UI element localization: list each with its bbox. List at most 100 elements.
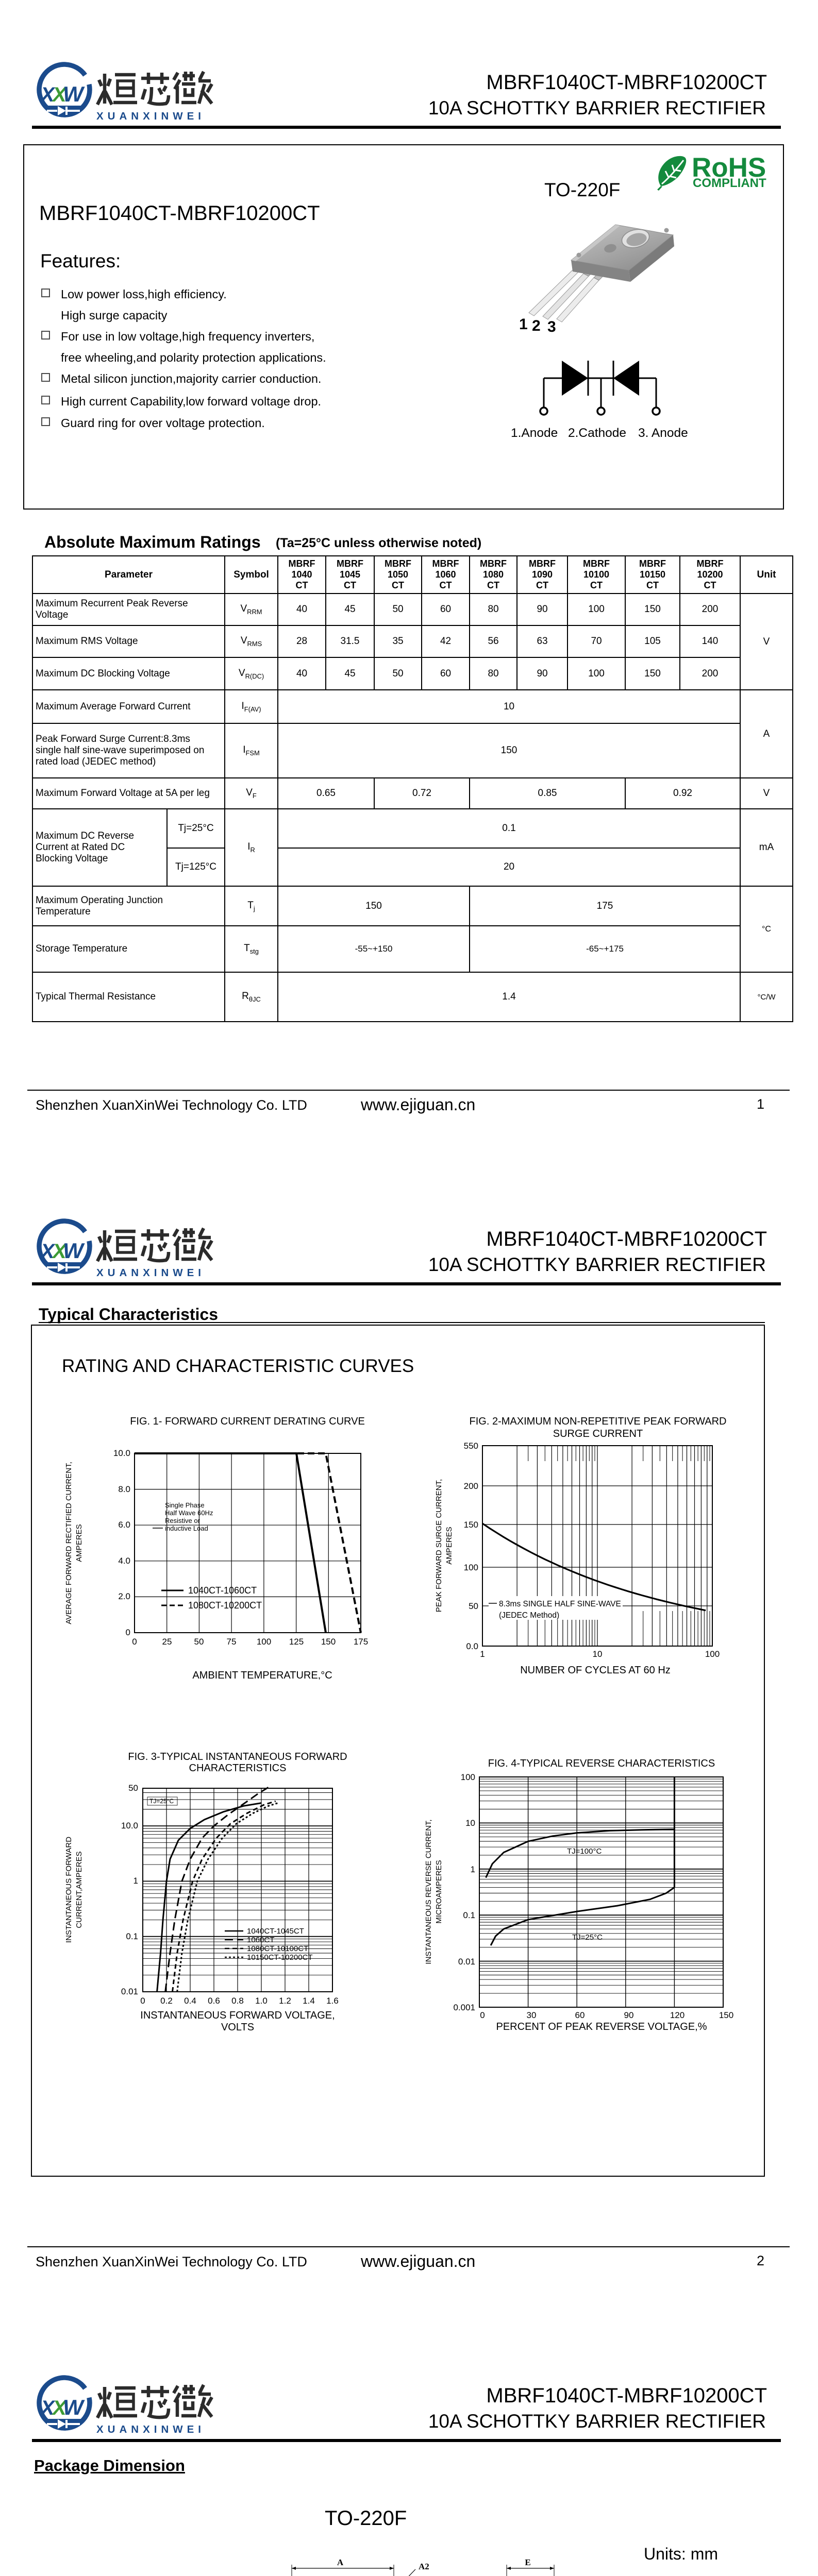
svg-text:PEAK FORWARD SURGE CURRENT,: PEAK FORWARD SURGE CURRENT, bbox=[435, 1479, 443, 1612]
svg-text:100: 100 bbox=[464, 1563, 478, 1572]
svg-text:90: 90 bbox=[624, 2010, 634, 2020]
svg-text:120: 120 bbox=[670, 2010, 685, 2020]
svg-text:1.6: 1.6 bbox=[326, 1996, 339, 2006]
svg-text:A: A bbox=[337, 2557, 344, 2567]
svg-text:VOLTS: VOLTS bbox=[221, 2022, 254, 2033]
svg-text:AVERAGE FORWARD RECTIFIED CURR: AVERAGE FORWARD RECTIFIED CURRENT, bbox=[64, 1462, 73, 1624]
svg-text:(JEDEC Method): (JEDEC Method) bbox=[499, 1611, 559, 1620]
svg-text:550: 550 bbox=[464, 1441, 478, 1451]
svg-text:X: X bbox=[52, 1240, 68, 1263]
svg-text:FIG. 3-TYPICAL INSTANTANEOUS F: FIG. 3-TYPICAL INSTANTANEOUS FORWARD bbox=[128, 1751, 347, 1762]
svg-text:8.0: 8.0 bbox=[118, 1484, 130, 1494]
svg-text:TJ=25°C: TJ=25°C bbox=[149, 1798, 174, 1805]
svg-text:0.0: 0.0 bbox=[466, 1641, 478, 1651]
svg-text:X: X bbox=[40, 83, 56, 106]
svg-text:AMPERES: AMPERES bbox=[445, 1527, 454, 1564]
svg-text:0.4: 0.4 bbox=[184, 1996, 196, 2006]
svg-text:0: 0 bbox=[132, 1637, 137, 1647]
svg-text:inductive Load: inductive Load bbox=[165, 1524, 208, 1532]
svg-text:PERCENT OF PEAK REVERSE VOLTAG: PERCENT OF PEAK REVERSE VOLTAGE,% bbox=[496, 2021, 707, 2032]
svg-text:INSTANTANEOUS FORWARD: INSTANTANEOUS FORWARD bbox=[64, 1837, 73, 1943]
svg-text:Half Wave 60Hz: Half Wave 60Hz bbox=[165, 1509, 213, 1517]
svg-text:FIG. 2-MAXIMUM NON-REPETITIVE: FIG. 2-MAXIMUM NON-REPETITIVE PEAK FORWA… bbox=[470, 1416, 727, 1427]
svg-text:10.0: 10.0 bbox=[121, 1821, 138, 1831]
svg-text:75: 75 bbox=[227, 1637, 237, 1647]
svg-text:10: 10 bbox=[593, 1649, 603, 1659]
svg-text:200: 200 bbox=[464, 1481, 478, 1491]
svg-text:10: 10 bbox=[465, 1818, 475, 1828]
svg-text:W: W bbox=[63, 82, 85, 106]
svg-text:CURRENT,AMPERES: CURRENT,AMPERES bbox=[75, 1851, 84, 1928]
svg-text:RoHS: RoHS bbox=[692, 152, 766, 183]
svg-text:10150CT-10200CT: 10150CT-10200CT bbox=[247, 1953, 313, 1962]
svg-text:1.Anode: 1.Anode bbox=[511, 426, 558, 440]
svg-text:50: 50 bbox=[128, 1783, 138, 1793]
svg-text:AMPERES: AMPERES bbox=[75, 1524, 84, 1562]
svg-text:100: 100 bbox=[705, 1649, 720, 1659]
svg-text:1: 1 bbox=[133, 1876, 138, 1886]
svg-text:1080CT-10200CT: 1080CT-10200CT bbox=[188, 1600, 262, 1611]
svg-text:0.001: 0.001 bbox=[453, 2003, 475, 2012]
svg-text:0.8: 0.8 bbox=[231, 1996, 244, 2006]
svg-text:0.01: 0.01 bbox=[458, 1957, 475, 1967]
svg-text:4.0: 4.0 bbox=[118, 1556, 130, 1566]
svg-text:XUANXINWEI: XUANXINWEI bbox=[96, 2424, 205, 2435]
svg-text:XUANXINWEI: XUANXINWEI bbox=[96, 110, 205, 122]
svg-text:Resistive or: Resistive or bbox=[165, 1517, 201, 1524]
svg-text:50: 50 bbox=[469, 1601, 478, 1611]
svg-text:Single Phase: Single Phase bbox=[165, 1501, 205, 1509]
svg-text:6.0: 6.0 bbox=[118, 1520, 130, 1530]
svg-text:125: 125 bbox=[289, 1637, 304, 1647]
svg-text:1040CT-1060CT: 1040CT-1060CT bbox=[188, 1585, 257, 1596]
svg-text:100: 100 bbox=[461, 1772, 475, 1782]
svg-text:150: 150 bbox=[321, 1637, 336, 1647]
svg-text:0.1: 0.1 bbox=[126, 1931, 138, 1941]
svg-text:E: E bbox=[525, 2557, 530, 2567]
svg-text:1: 1 bbox=[471, 1865, 475, 1874]
svg-text:0.6: 0.6 bbox=[208, 1996, 220, 2006]
svg-text:150: 150 bbox=[719, 2010, 733, 2020]
svg-text:SURGE CURRENT: SURGE CURRENT bbox=[553, 1428, 643, 1439]
svg-text:FIG. 1- FORWARD CURRENT DERATI: FIG. 1- FORWARD CURRENT DERATING CURVE bbox=[130, 1416, 365, 1427]
svg-text:2.Cathode: 2.Cathode bbox=[568, 426, 626, 440]
svg-text:1040CT-1045CT: 1040CT-1045CT bbox=[247, 1927, 304, 1936]
svg-text:CHARACTERISTICS: CHARACTERISTICS bbox=[189, 1762, 287, 1774]
svg-text:A2: A2 bbox=[419, 2562, 429, 2571]
svg-text:INSTANTANEOUS FORWARD VOLTAGE,: INSTANTANEOUS FORWARD VOLTAGE, bbox=[140, 2010, 335, 2021]
svg-text:3. Anode: 3. Anode bbox=[638, 426, 688, 440]
svg-text:1080CT-10100CT: 1080CT-10100CT bbox=[247, 1944, 308, 1953]
svg-text:X: X bbox=[52, 2397, 68, 2419]
svg-text:10.0: 10.0 bbox=[113, 1448, 130, 1458]
svg-text:25: 25 bbox=[162, 1637, 172, 1647]
svg-text:X: X bbox=[52, 83, 68, 106]
svg-text:1.4: 1.4 bbox=[303, 1996, 315, 2006]
svg-text:0.1: 0.1 bbox=[463, 1910, 475, 1920]
svg-text:60: 60 bbox=[575, 2010, 585, 2020]
svg-text:FIG. 4-TYPICAL REVERSE CHARACT: FIG. 4-TYPICAL REVERSE CHARACTERISTICS bbox=[488, 1758, 715, 1769]
svg-text:1.2: 1.2 bbox=[279, 1996, 291, 2006]
svg-text:50: 50 bbox=[194, 1637, 204, 1647]
svg-text:0.2: 0.2 bbox=[160, 1996, 173, 2006]
svg-text:0: 0 bbox=[480, 2010, 485, 2020]
svg-text:1: 1 bbox=[480, 1649, 485, 1659]
svg-text:150: 150 bbox=[464, 1520, 478, 1530]
svg-text:100: 100 bbox=[257, 1637, 271, 1647]
svg-text:1.0: 1.0 bbox=[255, 1996, 268, 2006]
svg-text:8.3ms SINGLE HALF SINE-WAVE: 8.3ms SINGLE HALF SINE-WAVE bbox=[499, 1600, 621, 1608]
svg-text:0: 0 bbox=[126, 1628, 130, 1637]
svg-text:X: X bbox=[40, 2397, 56, 2419]
svg-text:XUANXINWEI: XUANXINWEI bbox=[96, 1267, 205, 1279]
svg-text:0: 0 bbox=[140, 1996, 145, 2006]
svg-text:TJ=25°C: TJ=25°C bbox=[572, 1933, 603, 1942]
svg-text:30: 30 bbox=[527, 2010, 537, 2020]
svg-text:175: 175 bbox=[354, 1637, 368, 1647]
svg-text:X: X bbox=[40, 1240, 56, 1263]
svg-text:TJ=100°C: TJ=100°C bbox=[567, 1847, 602, 1856]
svg-text:AMBIENT TEMPERATURE,°C: AMBIENT TEMPERATURE,°C bbox=[192, 1670, 332, 1680]
svg-text:INSTANTANEOUS REVERSE CURRENT,: INSTANTANEOUS REVERSE CURRENT, bbox=[424, 1819, 433, 1964]
svg-text:COMPLIANT: COMPLIANT bbox=[693, 176, 766, 190]
svg-text:W: W bbox=[63, 1239, 85, 1263]
svg-text:NUMBER OF CYCLES AT 60 Hz: NUMBER OF CYCLES AT 60 Hz bbox=[520, 1665, 671, 1676]
svg-text:MICROAMPERES: MICROAMPERES bbox=[435, 1860, 443, 1923]
svg-text:W: W bbox=[63, 2395, 85, 2419]
